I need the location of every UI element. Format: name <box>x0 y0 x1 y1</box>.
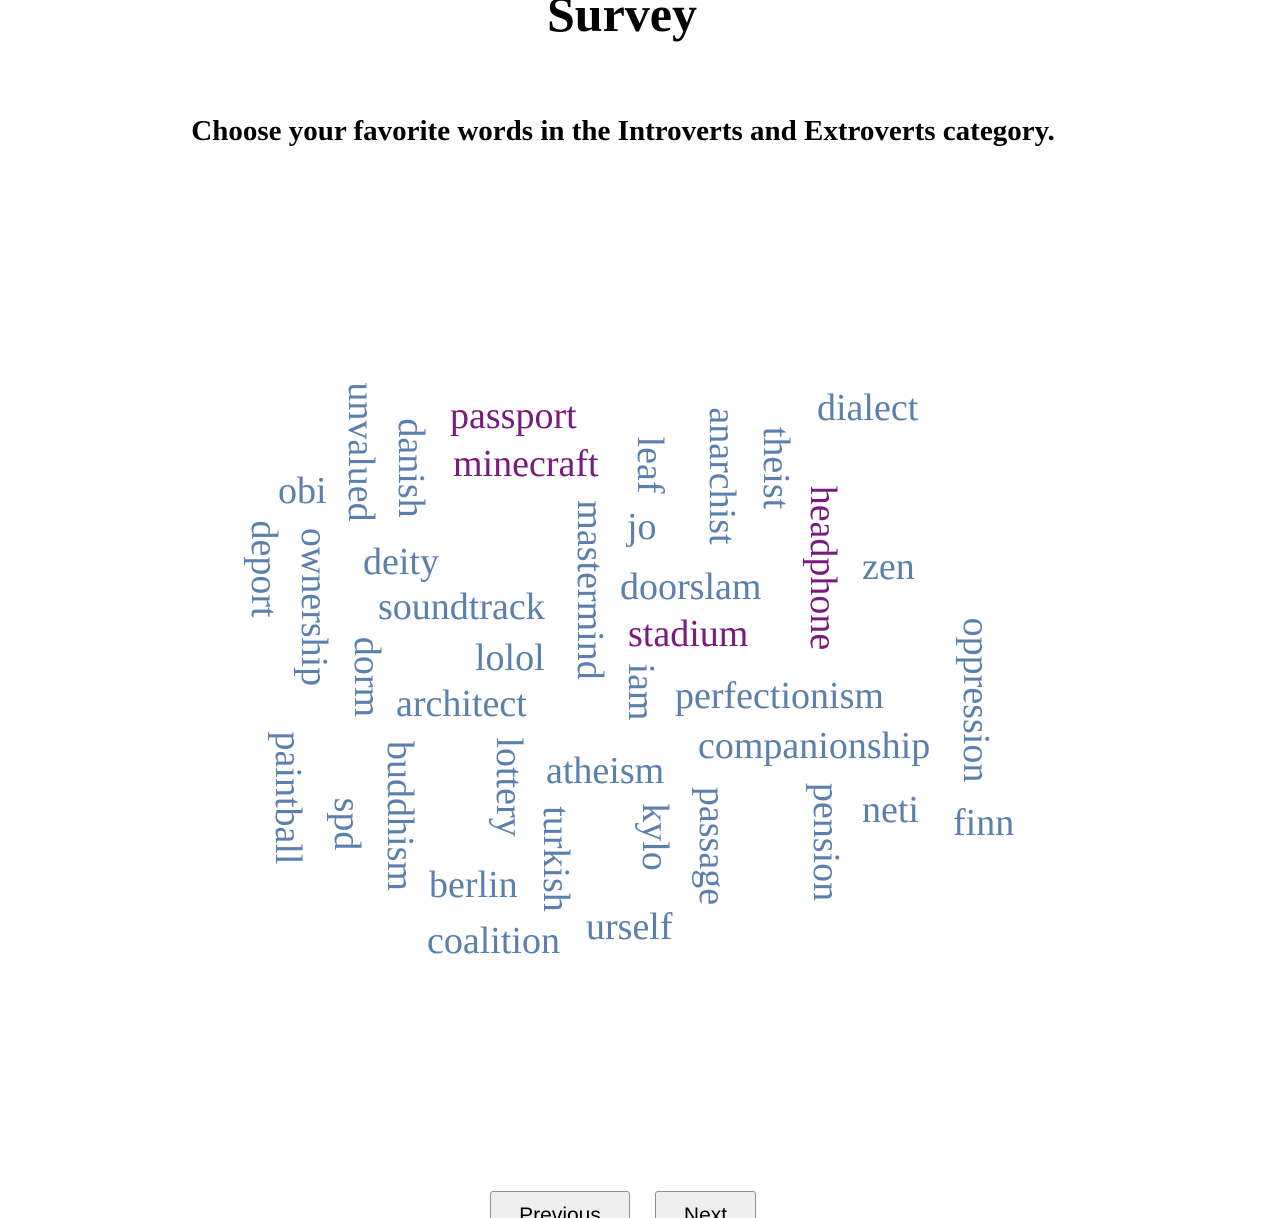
word-finn[interactable]: finn <box>953 802 1015 844</box>
word-buddhism[interactable]: buddhism <box>379 741 421 891</box>
word-ownership[interactable]: ownership <box>293 527 335 687</box>
word-iam[interactable]: iam <box>620 663 662 721</box>
word-dialect[interactable]: dialect <box>817 387 919 429</box>
survey-prompt: Choose your favorite words in the Introv… <box>191 115 1055 147</box>
word-turkish[interactable]: turkish <box>535 806 577 912</box>
word-minecraft[interactable]: minecraft <box>453 443 599 485</box>
word-headphone[interactable]: headphone <box>802 485 844 651</box>
word-coalition[interactable]: coalition <box>427 920 560 962</box>
word-unvalued[interactable]: unvalued <box>340 382 382 522</box>
word-spd[interactable]: spd <box>326 797 368 851</box>
word-companionship[interactable]: companionship <box>698 725 931 767</box>
previous-button[interactable]: Previous <box>490 1191 630 1218</box>
word-atheism[interactable]: atheism <box>546 750 665 792</box>
word-anarchist[interactable]: anarchist <box>701 407 743 545</box>
word-pension[interactable]: pension <box>805 782 847 902</box>
word-oppression[interactable]: oppression <box>955 617 997 783</box>
word-kylo[interactable]: kylo <box>634 803 676 871</box>
word-passport[interactable]: passport <box>450 395 577 437</box>
next-button[interactable]: Next <box>655 1191 756 1218</box>
word-deport[interactable]: deport <box>243 520 285 618</box>
word-obi[interactable]: obi <box>278 470 327 512</box>
word-dorm[interactable]: dorm <box>346 636 388 718</box>
word-stadium[interactable]: stadium <box>628 613 749 655</box>
word-zen[interactable]: zen <box>862 546 915 588</box>
word-lolol[interactable]: lolol <box>475 637 545 679</box>
word-theist[interactable]: theist <box>755 426 797 510</box>
word-lottery[interactable]: lottery <box>488 737 530 837</box>
word-berlin[interactable]: berlin <box>429 864 518 906</box>
word-doorslam[interactable]: doorslam <box>620 566 762 608</box>
word-paintball[interactable]: paintball <box>267 731 309 865</box>
word-perfectionism[interactable]: perfectionism <box>675 675 884 717</box>
word-danish[interactable]: danish <box>390 418 432 518</box>
word-mastermind[interactable]: mastermind <box>569 500 611 680</box>
word-passage[interactable]: passage <box>691 786 733 906</box>
word-soundtrack[interactable]: soundtrack <box>378 586 545 628</box>
word-jo[interactable]: jo <box>627 506 657 548</box>
word-architect[interactable]: architect <box>396 683 527 725</box>
word-leaf[interactable]: leaf <box>629 436 671 494</box>
word-neti[interactable]: neti <box>862 789 919 831</box>
word-urself[interactable]: urself <box>586 906 673 948</box>
page-title: Survey <box>547 0 697 42</box>
word-deity[interactable]: deity <box>363 541 439 583</box>
